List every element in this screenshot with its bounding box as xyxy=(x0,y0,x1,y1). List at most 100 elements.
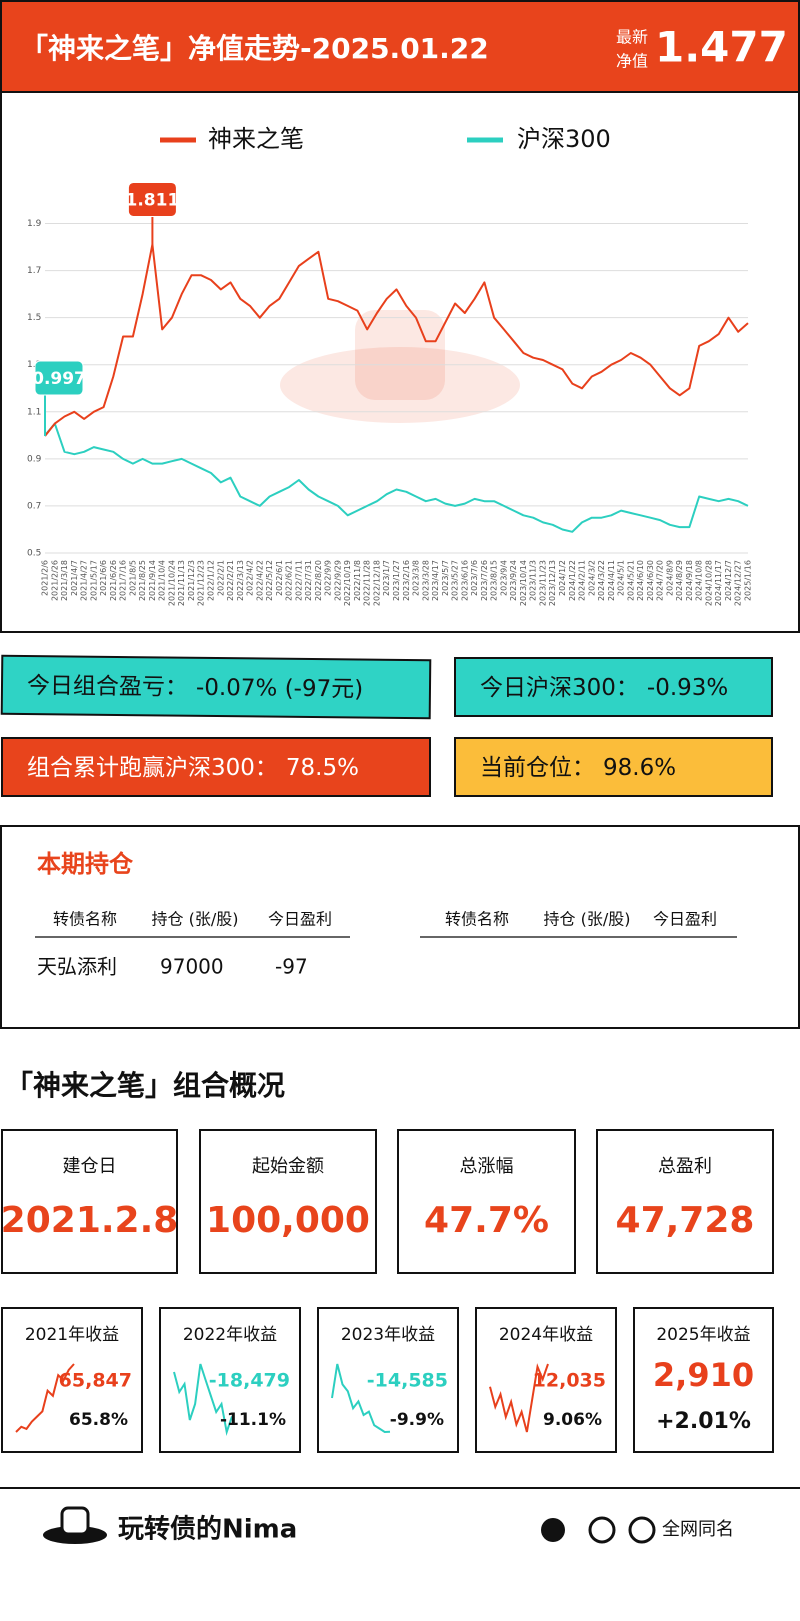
table-cell: 97000 xyxy=(160,955,224,979)
y-tick-label: 0.7 xyxy=(27,501,41,511)
x-tick-label: 2022/11/8 xyxy=(353,560,362,601)
annotation-box xyxy=(127,181,177,217)
table-cell: -97 xyxy=(275,955,308,979)
card-label: 建仓日 xyxy=(63,1156,117,1177)
year-card xyxy=(475,1307,617,1453)
overview-card xyxy=(596,1129,774,1274)
x-tick-label: 2021/11/13 xyxy=(177,560,186,606)
x-tick-label: 2022/6/1 xyxy=(275,560,284,596)
footer-logo xyxy=(60,1506,90,1536)
x-tick-label: 2025/1/16 xyxy=(744,560,753,601)
x-tick-label: 2024/11/17 xyxy=(714,560,723,606)
legend-label: 神来之笔 xyxy=(208,125,304,153)
x-tick-label: 2024/4/11 xyxy=(607,560,616,601)
x-tick-label: 2024/5/1 xyxy=(617,560,626,596)
x-tick-label: 2023/6/16 xyxy=(460,560,469,601)
watermark xyxy=(280,347,520,423)
x-tick-label: 2022/7/31 xyxy=(304,560,313,601)
year-title: 2022年收益 xyxy=(183,1325,277,1345)
x-tick-label: 2021/5/17 xyxy=(89,560,98,601)
x-tick-label: 2021/6/26 xyxy=(109,560,118,601)
stat-text: 组合累计跑赢沪深300： 78.5% xyxy=(27,755,359,781)
stat-box xyxy=(454,657,773,717)
year-card xyxy=(159,1307,301,1453)
nav-label: 净值 xyxy=(616,52,648,71)
nav-label: 最新 xyxy=(616,28,648,47)
x-tick-label: 2024/8/29 xyxy=(675,560,684,601)
x-tick-label: 2024/2/11 xyxy=(578,560,587,601)
x-tick-label: 2023/2/16 xyxy=(402,560,411,601)
y-tick-label: 0.5 xyxy=(27,549,41,559)
x-tick-label: 2022/2/1 xyxy=(216,560,225,596)
year-title: 2021年收益 xyxy=(25,1325,119,1345)
x-tick-label: 2024/5/21 xyxy=(626,560,635,601)
year-return: 9.06% xyxy=(543,1410,602,1430)
holdings-panel xyxy=(0,825,800,1029)
watermark xyxy=(355,310,445,400)
sparkline xyxy=(331,1363,391,1434)
annotation-label: 0.997 xyxy=(32,369,86,389)
x-tick-label: 2023/9/24 xyxy=(509,560,518,601)
x-tick-label: 2021/7/16 xyxy=(119,560,128,601)
social-icon xyxy=(588,1516,616,1544)
card-value: 47,728 xyxy=(616,1200,755,1241)
x-tick-label: 2023/5/27 xyxy=(451,560,460,601)
card-value: 2021.2.8 xyxy=(1,1200,179,1241)
stat-box xyxy=(454,737,773,797)
x-tick-label: 2021/8/5 xyxy=(128,560,137,596)
annotation-box xyxy=(34,360,84,396)
x-tick-label: 2023/7/26 xyxy=(480,560,489,601)
y-tick-label: 1.1 xyxy=(27,407,41,417)
table-header: 持仓 (张/股) xyxy=(152,910,239,929)
table-header: 今日盈利 xyxy=(653,910,717,929)
x-tick-label: 2022/11/28 xyxy=(363,560,372,606)
x-tick-label: 2021/9/14 xyxy=(148,560,157,601)
overview-title: 「神来之笔」组合概况 xyxy=(5,1069,285,1102)
x-tick-label: 2021/10/4 xyxy=(158,560,167,601)
card-label: 起始金额 xyxy=(252,1156,324,1177)
x-tick-label: 2023/12/13 xyxy=(548,560,557,606)
holdings-title: 本期持仓 xyxy=(37,850,134,878)
x-tick-label: 2024/12/7 xyxy=(724,560,733,601)
x-tick-label: 2023/3/8 xyxy=(412,560,421,596)
table-header: 转债名称 xyxy=(445,910,509,929)
stat-label: 今日组合盈亏： xyxy=(27,673,188,701)
x-tick-label: 2024/1/2 xyxy=(558,560,567,596)
x-tick-label: 2021/3/18 xyxy=(60,560,69,601)
x-tick-label: 2021/12/3 xyxy=(187,560,196,601)
footer-brand: 玩转债的Nima xyxy=(118,1514,297,1545)
year-return: -9.9% xyxy=(390,1410,444,1430)
card-value: 47.7% xyxy=(424,1200,549,1241)
x-tick-label: 2021/4/27 xyxy=(80,560,89,601)
x-tick-label: 2023/7/6 xyxy=(470,560,479,596)
x-tick-label: 2024/10/28 xyxy=(704,560,713,606)
series-line xyxy=(44,422,749,533)
x-tick-label: 2024/9/18 xyxy=(685,560,694,601)
x-tick-label: 2024/8/9 xyxy=(665,560,674,596)
x-tick-label: 2022/6/21 xyxy=(285,560,294,601)
x-tick-label: 2021/2/26 xyxy=(50,560,59,601)
annotation-label: 1.811 xyxy=(126,190,180,210)
x-tick-label: 2023/4/17 xyxy=(431,560,440,601)
stat-label: 今日沪深300： xyxy=(480,675,639,701)
x-tick-label: 2023/1/27 xyxy=(392,560,401,601)
x-tick-label: 2022/10/19 xyxy=(343,560,352,606)
x-tick-label: 2023/10/14 xyxy=(519,560,528,606)
x-tick-label: 2024/12/27 xyxy=(734,560,743,606)
year-profit: 2,910 xyxy=(653,1356,754,1394)
table-header: 持仓 (张/股) xyxy=(544,910,631,929)
legend-label: 沪深300 xyxy=(517,125,611,153)
stat-value: 98.6% xyxy=(603,755,676,781)
stat-text: 今日沪深300： -0.93% xyxy=(480,675,728,701)
social-icon xyxy=(628,1516,656,1544)
stat-text: 今日组合盈亏： -0.07% (-97元) xyxy=(27,673,363,703)
x-tick-label: 2022/8/20 xyxy=(314,560,323,601)
x-tick-label: 2021/4/7 xyxy=(70,560,79,596)
stat-text: 当前仓位： 98.6% xyxy=(480,755,676,781)
year-profit: 12,035 xyxy=(533,1370,606,1392)
year-card xyxy=(633,1307,774,1453)
x-tick-label: 2022/12/18 xyxy=(372,560,381,606)
year-title: 2023年收益 xyxy=(341,1325,435,1345)
sparkline xyxy=(15,1363,75,1433)
